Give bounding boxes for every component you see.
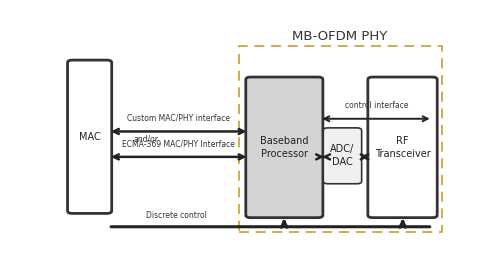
Bar (239, 46, 442, 232)
FancyBboxPatch shape (68, 60, 112, 213)
Text: Discrete control: Discrete control (146, 211, 208, 220)
Text: RF
Transceiver: RF Transceiver (374, 136, 430, 159)
Text: Baseband
Processor: Baseband Processor (260, 136, 308, 159)
FancyBboxPatch shape (324, 128, 362, 184)
Text: MB-OFDM PHY: MB-OFDM PHY (292, 29, 387, 43)
FancyBboxPatch shape (368, 77, 437, 218)
Text: and/or: and/or (134, 134, 158, 143)
Text: Custom MAC/PHY interface: Custom MAC/PHY interface (127, 114, 230, 123)
Text: control interface: control interface (344, 101, 408, 110)
Text: ECMA-369 MAC/PHY Interface: ECMA-369 MAC/PHY Interface (122, 139, 235, 149)
Text: MAC: MAC (79, 132, 100, 142)
FancyBboxPatch shape (246, 77, 323, 218)
Text: ADC/
DAC: ADC/ DAC (330, 144, 354, 167)
